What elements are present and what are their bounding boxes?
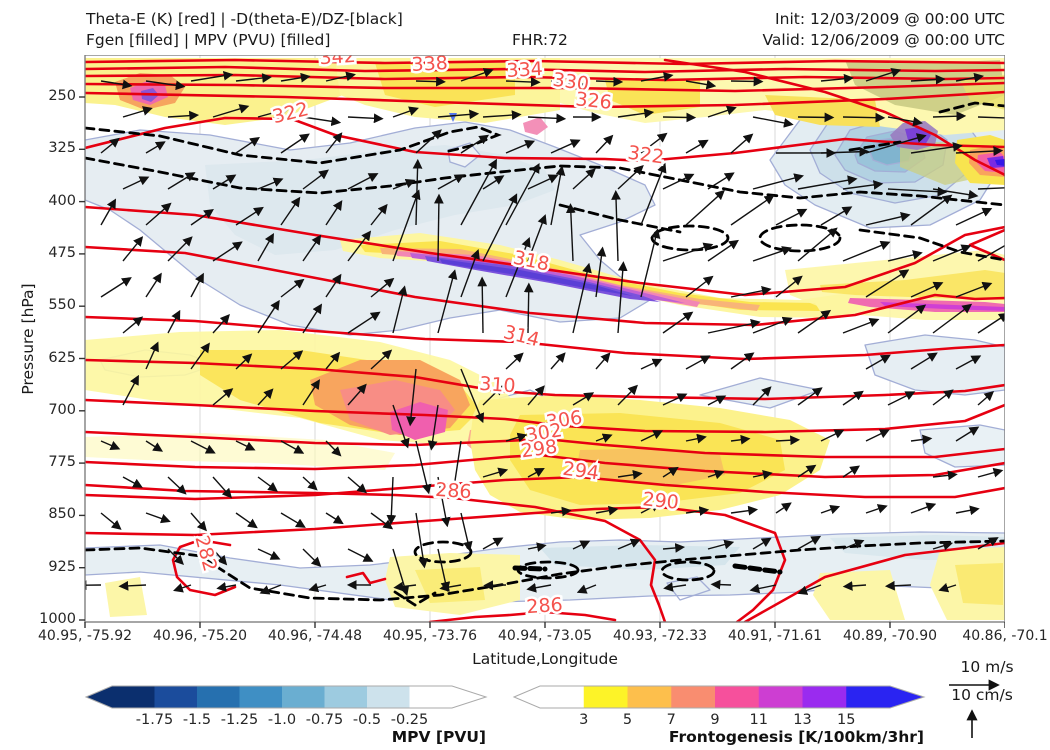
y-tick-label: 325 [48,140,76,157]
x-axis-title: Latitude,Longitude [472,650,618,668]
x-tick-label: 40.95, -73.76 [382,628,478,644]
mpv-colorbar: -1.75 -1.5 -1.25 -1.0 -0.75 -0.5 -0.25 [84,685,488,728]
colorbar-tick-label: 5 [623,712,632,728]
contour-label: 338 [411,55,448,76]
wind-vert-ref-label: 10 cm/s [951,686,1013,704]
run-times: Init: 12/03/2009 @ 00:00 UTC Valid: 12/0… [762,9,1005,51]
x-tick-label: 40.96, -75.20 [152,628,248,644]
x-tick-label: 40.93, -72.33 [612,628,708,644]
colorbar-tick-label: -0.5 [353,712,381,728]
x-tick-label: 40.94, -73.05 [497,628,593,644]
x-tick-label: 40.89, -70.90 [842,628,938,644]
wind-speed-ref-label: 10 m/s [960,658,1013,676]
x-tick-label: 40.96, -74.48 [267,628,363,644]
colorbar-tick-label: -1.5 [183,712,211,728]
fgen-colorbar: 3 5 7 9 11 13 15 [512,685,926,728]
contour-label: 326 [574,88,612,114]
colorbars: -1.75 -1.5 -1.25 -1.0 -0.75 -0.5 -0.25 3 5 7 9 11 1… [84,685,926,746]
fgen-colorbar-title: Frontogenesis [K/100km/3hr] [669,728,924,746]
y-tick-label: 700 [48,401,76,418]
colorbar-tick-label: -1.75 [136,712,174,728]
cross-section-plot: 342 338 334 3303263223223183143103063022982… [79,55,1005,628]
valid-time-label: Valid: 12/06/2009 @ 00:00 UTC [762,31,1005,49]
y-tick-label: 775 [48,454,76,471]
init-time-label: Init: 12/03/2009 @ 00:00 UTC [775,10,1005,28]
contour-label: 310 [479,373,517,397]
y-tick-label: 1000 [39,611,76,627]
y-tick-label: 925 [48,558,76,575]
x-tick-label: 40.91, -71.61 [727,628,823,644]
plot-title: Theta-E (K) [red] | -D(theta-E)/DZ-[blac… [86,9,403,51]
theta-e-contours [85,58,1005,622]
wind-reference-legend: 10 m/s 10 cm/s [949,658,1014,738]
y-tick-label: 475 [48,244,76,261]
title-line-2: Fgen [filled] | MPV (PVU) [filled] [86,31,331,49]
colorbar-tick-label: -1.25 [221,712,259,728]
contour-label: 286 [526,594,564,618]
colorbar-tick-label: -0.25 [391,712,429,728]
fgen-filled-regions [85,58,1005,620]
forecast-hour-label: FHR:72 [512,31,568,49]
y-tick-label: 250 [48,88,76,104]
contour-label: 342 [319,55,357,69]
colorbar-tick-label: -1.0 [268,712,296,728]
colorbar-tick-label: 15 [837,712,855,728]
contour-label: 334 [506,58,543,82]
plot-frame [79,55,1005,628]
contour-label: 322 [626,142,665,169]
x-tick-label: 40.86, -70.1 [962,628,1048,644]
colorbar-tick-label: -0.75 [306,712,344,728]
colorbar-tick-label: 11 [750,712,768,728]
colorbar-tick-label: 7 [667,712,676,728]
colorbar-tick-label: 9 [710,712,719,728]
title-line-1: Theta-E (K) [red] | -D(theta-E)/DZ-[blac… [86,10,403,28]
contour-label: 286 [435,479,473,503]
mpv-colorbar-title: MPV [PVU] [392,728,486,746]
y-tick-label: 850 [48,506,76,523]
contour-label: 290 [641,488,679,514]
contour-label: 314 [501,321,542,351]
x-tick-label: 40.95, -75.92 [37,628,133,644]
y-tick-label: 400 [48,192,76,209]
y-tick-label: 550 [48,297,76,314]
wind-vectors [85,67,1005,597]
colorbar-tick-label: 3 [579,712,588,728]
colorbar-tick-label: 13 [793,712,811,728]
y-tick-label: 625 [48,349,76,366]
